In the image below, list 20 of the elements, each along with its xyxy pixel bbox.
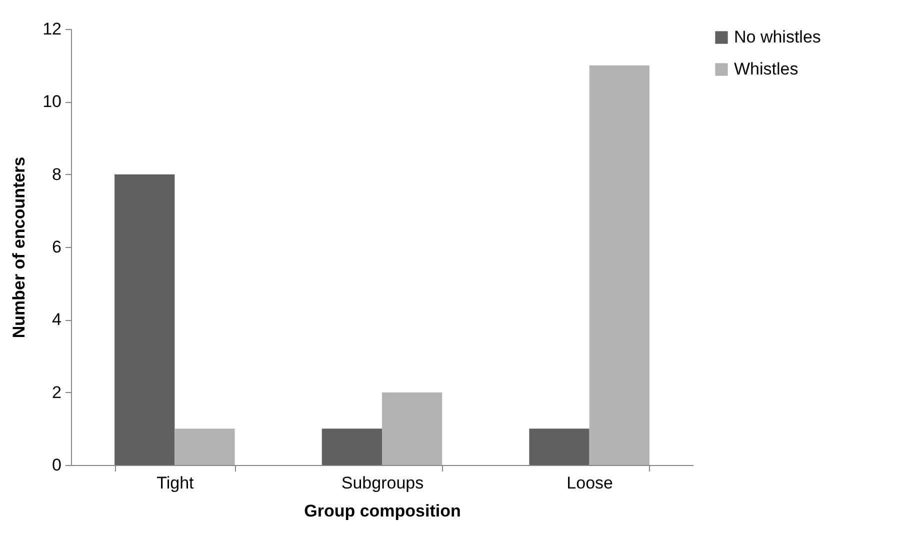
bar [322, 428, 382, 465]
bar [174, 428, 235, 465]
bar [382, 392, 442, 465]
x-tick-label: Loose [566, 474, 613, 492]
bar [589, 65, 650, 465]
x-axis-title: Group composition [304, 502, 461, 520]
y-tick-label: 10 [42, 92, 62, 112]
y-tick-label: 8 [52, 164, 62, 184]
y-axis-title: Number of encounters [10, 156, 29, 338]
y-tick-label: 4 [52, 310, 62, 330]
y-tick-label: 2 [52, 382, 62, 402]
x-tick-label: Subgroups [341, 474, 424, 492]
bar [114, 174, 175, 465]
legend-label: No whistles [734, 28, 821, 46]
x-tick-label: Tight [156, 474, 194, 492]
y-tick-label: 6 [52, 238, 62, 256]
y-tick-label: 0 [52, 456, 62, 474]
legend-label: Whistles [734, 60, 798, 78]
y-tick-label: 12 [42, 20, 62, 38]
bar [529, 428, 590, 465]
